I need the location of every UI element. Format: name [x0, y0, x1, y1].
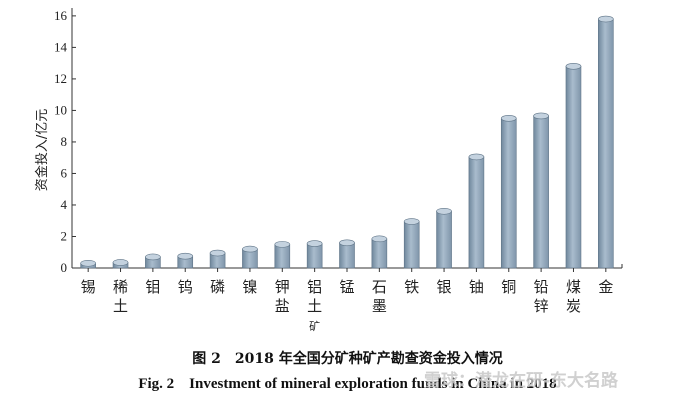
bar-body [500, 118, 517, 269]
y-ticks: 0 2 4 6 8 10 12 14 16 [54, 8, 76, 275]
bar-top [145, 253, 161, 261]
bar-top [565, 63, 582, 70]
watermark: 雪球：潜龙在研-东大名路 [424, 371, 619, 391]
y-tick-label: 4 [61, 197, 68, 212]
x-tick-label: 稀 [113, 278, 128, 296]
x-tick-label: 盐 [275, 297, 290, 315]
x-tick-label: 铅 [534, 278, 549, 296]
x-tick-label: 炭 [566, 297, 581, 315]
x-tick-label: 锡 [81, 278, 96, 296]
bar-body [565, 66, 582, 269]
x-tick-label: 矿 [309, 320, 320, 333]
bar-top [371, 235, 388, 243]
bar-body [403, 221, 420, 269]
bar [500, 115, 517, 269]
bar [533, 112, 549, 269]
x-tick-label: 磷 [210, 278, 225, 296]
x-tick-label: 铜 [501, 278, 516, 296]
x-tick-label: 钼 [145, 278, 160, 296]
bar [436, 207, 452, 269]
bar [274, 241, 291, 269]
bar [242, 245, 258, 269]
bar-top [500, 115, 517, 122]
bar-body [436, 210, 452, 269]
x-tick-label: 土 [307, 297, 322, 315]
bar [339, 239, 355, 269]
bar [403, 218, 420, 269]
x-tick-label: 镍 [242, 278, 257, 296]
bar [598, 15, 614, 269]
x-tick-label: 钨 [178, 278, 193, 296]
bar-body [598, 18, 614, 269]
bar-top [598, 15, 614, 23]
bar-top [436, 207, 452, 215]
x-tick-label: 钾 [275, 278, 290, 296]
bars [80, 15, 614, 269]
bar [209, 249, 226, 269]
y-tick-label: 12 [54, 71, 67, 86]
x-tick-label: 煤 [566, 278, 581, 296]
x-tick-label: 墨 [372, 297, 387, 315]
bar-top [80, 259, 96, 267]
x-tick-label: 锰 [339, 278, 354, 296]
bar-top [177, 252, 194, 260]
bar-top [274, 241, 291, 248]
bar [112, 259, 129, 269]
y-tick-label: 8 [61, 134, 68, 149]
y-tick-label: 0 [61, 260, 68, 275]
y-tick-label: 16 [54, 8, 68, 23]
y-axis-label: 资金投入/亿元 [34, 109, 50, 191]
y-tick-label: 14 [54, 39, 68, 54]
bar-chart: 资金投入/亿元 0246810121416 锡稀土钼钨磷镍钾盐铝土矿锰 石墨铁银铀… [34, 8, 623, 333]
bar-body [468, 156, 485, 269]
x-tick-label: 金 [598, 278, 613, 296]
bar [177, 252, 194, 269]
bar-body [339, 242, 355, 269]
bar-top [306, 240, 323, 247]
bar-top [242, 245, 258, 253]
x-tick-label: 铀 [469, 278, 484, 296]
bar-body [371, 238, 388, 269]
y-tick-label: 6 [61, 165, 68, 180]
bar-top [468, 153, 485, 161]
bar-body [533, 115, 549, 269]
x-tick-label: 土 [113, 297, 128, 315]
x-tick-labels: 锡稀土钼钨磷镍钾盐铝土矿锰 石墨铁银铀铜铅锌煤炭金 [81, 268, 613, 333]
x-tick-label: 铁 [404, 278, 419, 296]
figure-caption-english: Fig. 2 Investment of mineral exploration… [138, 376, 557, 392]
bar-top [533, 112, 549, 120]
figure-caption-chinese: 图 2 2018 年全国分矿种矿产勘查资金投入情况 [192, 351, 503, 367]
bar [468, 153, 485, 269]
bar-top [339, 239, 355, 247]
x-tick-label: 石 [372, 278, 387, 296]
y-tick-label: 10 [54, 102, 67, 117]
bar [80, 259, 96, 269]
bar [145, 253, 161, 269]
x-tick-label: 铝 [307, 278, 322, 296]
bar-top [209, 249, 226, 257]
bar [565, 63, 582, 269]
bar [371, 235, 388, 269]
x-tick-label: 银 [437, 278, 452, 296]
bar-body [274, 244, 291, 269]
bar-body [306, 243, 323, 269]
x-tick-label: 锌 [534, 297, 549, 315]
bar [306, 240, 323, 269]
bar-top [403, 218, 420, 225]
y-tick-label: 2 [61, 228, 68, 243]
bar-top [112, 259, 129, 266]
